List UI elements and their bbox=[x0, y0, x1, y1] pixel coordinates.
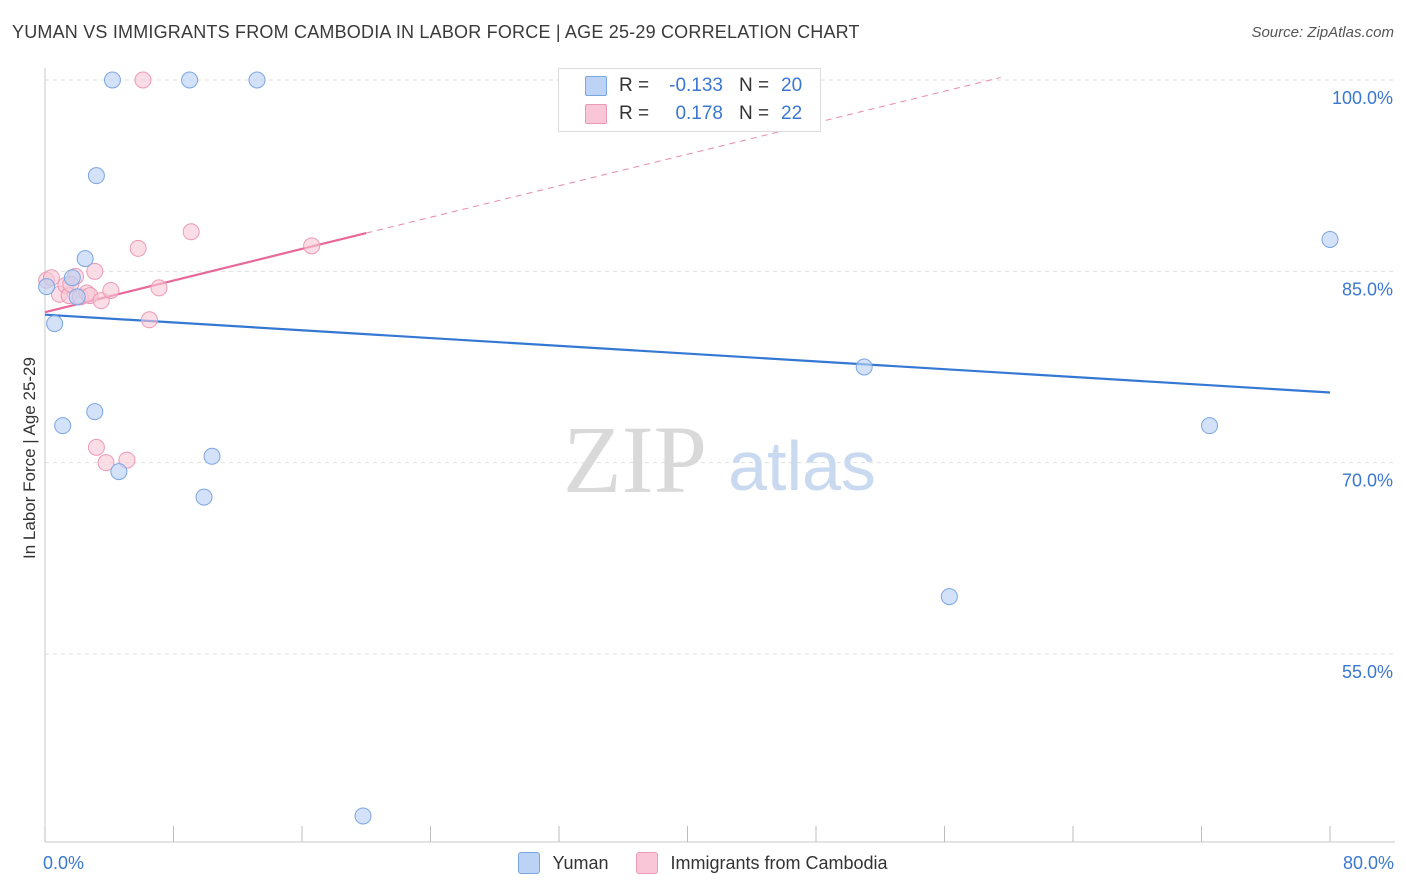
yuman-point bbox=[86, 403, 104, 421]
n-value: 22 bbox=[781, 103, 803, 124]
yuman-point bbox=[38, 278, 56, 296]
yuman-point bbox=[203, 447, 221, 465]
chart-title: YUMAN VS IMMIGRANTS FROM CAMBODIA IN LAB… bbox=[12, 22, 860, 42]
cambodia-point bbox=[182, 223, 200, 241]
n-value: 20 bbox=[781, 75, 803, 96]
watermark-atlas: atlas bbox=[728, 427, 876, 505]
legend-row-cambodia: R = 0.178 N = 22 bbox=[585, 100, 802, 128]
x-tick-min: 0.0% bbox=[43, 853, 85, 873]
legend-row-yuman: R = -0.133 N = 20 bbox=[585, 72, 802, 100]
series-legend: Yuman Immigrants from Cambodia bbox=[0, 852, 1406, 874]
yuman-point bbox=[248, 71, 266, 89]
legend-item-cambodia[interactable]: Immigrants from Cambodia bbox=[636, 852, 888, 874]
n-label: N = bbox=[739, 75, 770, 96]
yuman-point bbox=[1201, 417, 1219, 435]
r-label: R = bbox=[619, 103, 650, 124]
yuman-point bbox=[1321, 230, 1339, 248]
yuman-legend-swatch bbox=[518, 852, 541, 874]
n-label: N = bbox=[739, 103, 770, 124]
cambodia-legend-swatch bbox=[636, 852, 659, 874]
yuman-point bbox=[195, 488, 213, 506]
y-tick-labels: 100.0% 85.0% 70.0% 55.0% bbox=[1332, 88, 1393, 682]
source-label: Source: ZipAtlas.com bbox=[1251, 24, 1394, 41]
x-tick-max: 80.0% bbox=[1342, 853, 1394, 873]
yuman-trend-line bbox=[44, 313, 1331, 394]
r-label: R = bbox=[619, 75, 650, 96]
axes bbox=[44, 68, 1395, 843]
cambodia-swatch bbox=[585, 104, 607, 124]
cambodia-point bbox=[97, 454, 115, 472]
y-tick-label: 85.0% bbox=[1342, 279, 1393, 299]
yuman-point bbox=[103, 71, 121, 89]
legend-item-yuman[interactable]: Yuman bbox=[518, 852, 608, 874]
yuman-point bbox=[76, 250, 94, 268]
r-value: 0.178 bbox=[675, 103, 723, 124]
yuman-point bbox=[63, 269, 81, 287]
cambodia-trend-extension bbox=[366, 76, 1001, 234]
yuman-point bbox=[940, 588, 958, 606]
y-tick-label: 70.0% bbox=[1342, 471, 1393, 491]
cambodia-point bbox=[140, 311, 158, 329]
yuman-point bbox=[855, 358, 873, 376]
cambodia-point bbox=[87, 438, 105, 456]
cambodia-point bbox=[102, 281, 120, 299]
yuman-swatch bbox=[585, 76, 607, 96]
yuman-point bbox=[354, 807, 372, 825]
cambodia-point bbox=[86, 262, 104, 280]
y-tick-label: 55.0% bbox=[1342, 662, 1393, 682]
watermark-zip: ZIP bbox=[563, 406, 707, 513]
cambodia-point bbox=[150, 279, 168, 297]
cambodia-point bbox=[129, 239, 147, 257]
data-points bbox=[38, 71, 1339, 825]
r-value: -0.133 bbox=[669, 75, 723, 96]
yuman-legend-label: Yuman bbox=[552, 852, 609, 873]
cambodia-point bbox=[134, 71, 152, 89]
yuman-point bbox=[181, 71, 199, 89]
yuman-point bbox=[110, 463, 128, 481]
gridlines bbox=[45, 79, 1395, 655]
cambodia-point bbox=[303, 237, 321, 255]
yuman-point bbox=[87, 167, 105, 185]
stats-legend: R = -0.133 N = 20 R = 0.178 N = 22 bbox=[558, 68, 821, 132]
yuman-point bbox=[68, 288, 86, 306]
yuman-point bbox=[54, 417, 72, 435]
yuman-point bbox=[46, 315, 64, 333]
cambodia-legend-label: Immigrants from Cambodia bbox=[670, 852, 888, 873]
y-tick-label: 100.0% bbox=[1332, 88, 1393, 108]
